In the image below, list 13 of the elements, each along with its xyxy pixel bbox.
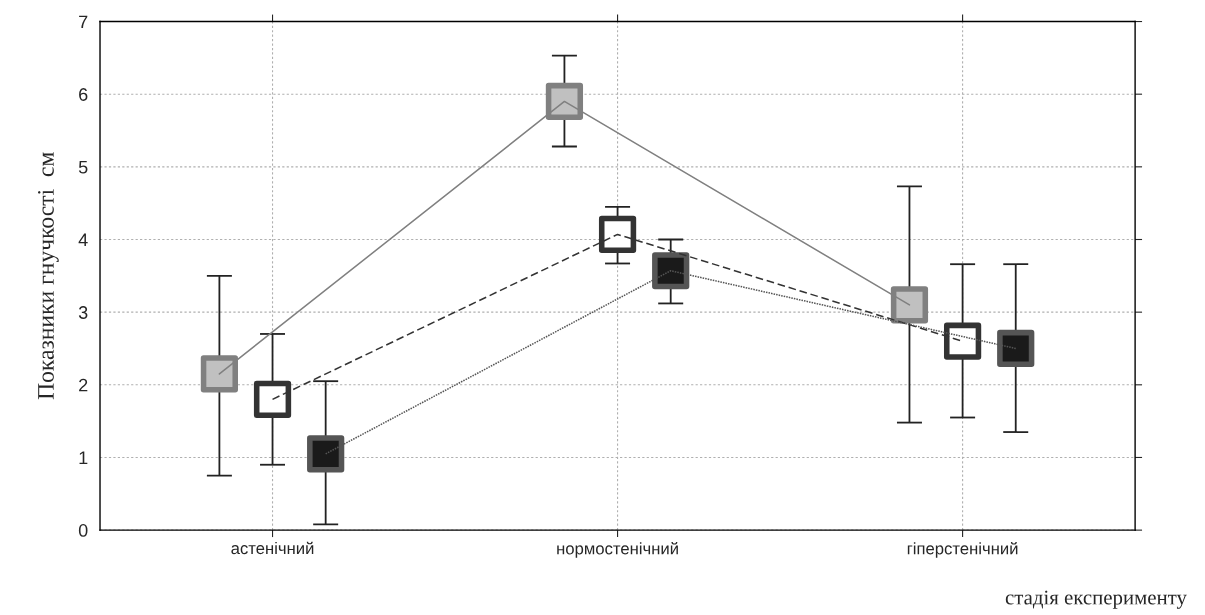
x-axis-title: стадія експерименту [1005, 590, 1187, 609]
y-tick-label: 1 [79, 451, 88, 465]
x-tick-label: гіперстенічний [907, 541, 1018, 558]
y-tick-label: 4 [78, 233, 88, 247]
y-axis-title: Показники гнучкості см [37, 152, 59, 400]
y-tick-label: 0 [78, 524, 88, 537]
x-tick-label: нормостенічний [557, 541, 678, 558]
y-tick-label: 2 [79, 378, 88, 392]
x-tick-label: астенічний [231, 541, 314, 555]
y-tick-label: 7 [79, 15, 88, 29]
y-tick-label: 5 [78, 160, 88, 174]
y-tick-label: 6 [79, 88, 88, 101]
y-tick-label: 3 [78, 306, 88, 319]
